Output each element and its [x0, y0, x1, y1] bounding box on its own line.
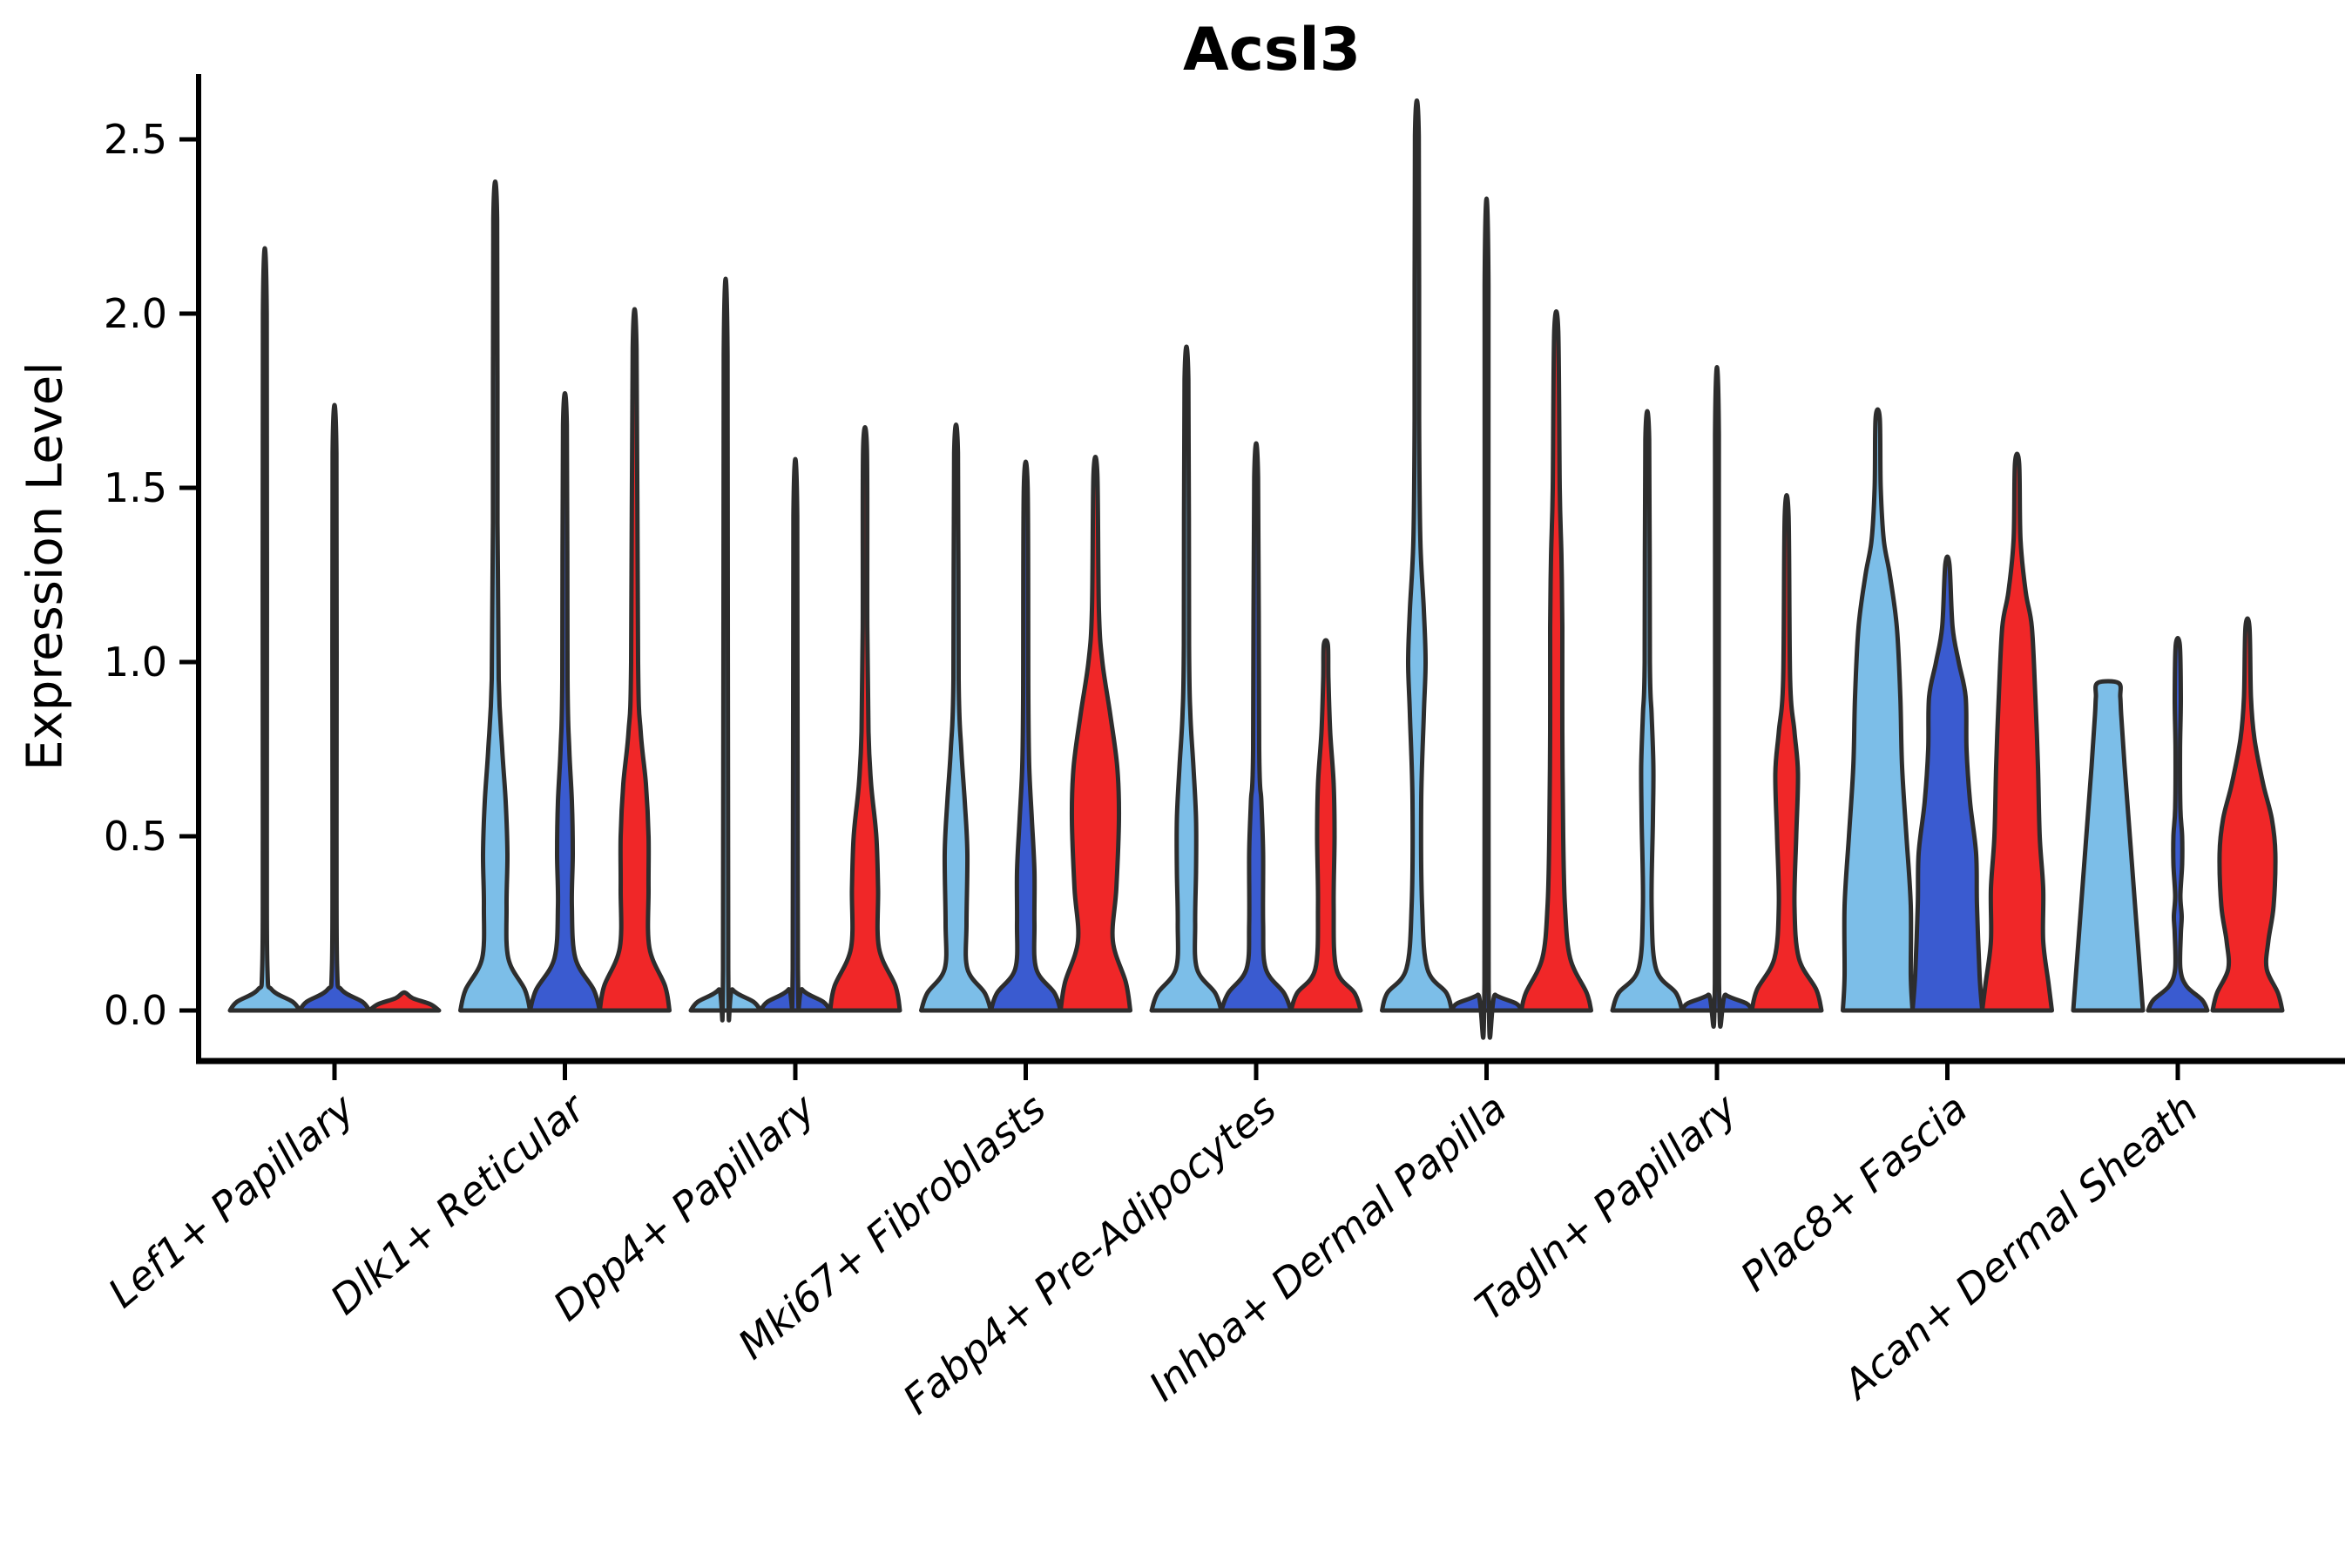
violin-tagln-light_blue — [1610, 409, 1685, 1013]
y-tick-label: 1.0 — [104, 639, 167, 686]
violin-fabp4-red — [1288, 638, 1363, 1013]
y-tick-label: 2.0 — [104, 290, 167, 337]
x-category-label: Plac8+ Fascia — [1732, 1085, 1977, 1301]
violin-lef1-red — [367, 990, 442, 1013]
violin-dlk1-light_blue — [458, 179, 532, 1013]
violin-mki67-dark_blue — [989, 459, 1063, 1013]
violin-dlk1-red — [598, 307, 672, 1013]
violin-mki67-light_blue — [919, 422, 993, 1013]
x-category-label: Fabp4+ Pre-Adipocytes — [894, 1085, 1285, 1423]
y-tick-label: 2.5 — [104, 116, 167, 163]
y-tick-label: 1.5 — [104, 464, 167, 511]
y-tick-label: 0.0 — [104, 987, 167, 1034]
violin-inhba-red — [1519, 309, 1593, 1013]
violin-plac8-light_blue — [1841, 407, 1915, 1013]
violin-inhba-light_blue — [1380, 98, 1454, 1013]
chart-title: Acsl3 — [1182, 16, 1362, 84]
violin-dpp4-light_blue — [688, 276, 763, 1023]
violin-tagln-dark_blue — [1680, 365, 1754, 1029]
y-tick-label: 0.5 — [104, 813, 167, 860]
violin-acan-dark_blue — [2146, 636, 2210, 1013]
violin-tagln-red — [1749, 493, 1824, 1013]
violin-plac8-dark_blue — [1910, 554, 1984, 1013]
violin-dpp4-red — [828, 425, 902, 1013]
y-axis-label: Expression Level — [17, 362, 74, 771]
violin-mki67-red — [1058, 455, 1132, 1013]
violin-plac8-red — [1980, 451, 2054, 1013]
violin-lef1-dark_blue — [297, 402, 372, 1013]
violin-acan-red — [2210, 616, 2285, 1013]
violin-lef1-light_blue — [227, 246, 302, 1013]
violin-fabp4-dark_blue — [1219, 441, 1294, 1013]
violin-dpp4-dark_blue — [758, 456, 833, 1013]
x-category-label: Lef1+ Papillary — [99, 1085, 364, 1317]
violin-acan-light_blue — [2071, 679, 2146, 1013]
violin-dlk1-dark_blue — [528, 391, 602, 1013]
violin-fabp4-light_blue — [1149, 344, 1224, 1013]
violin-inhba-dark_blue — [1450, 196, 1524, 1040]
